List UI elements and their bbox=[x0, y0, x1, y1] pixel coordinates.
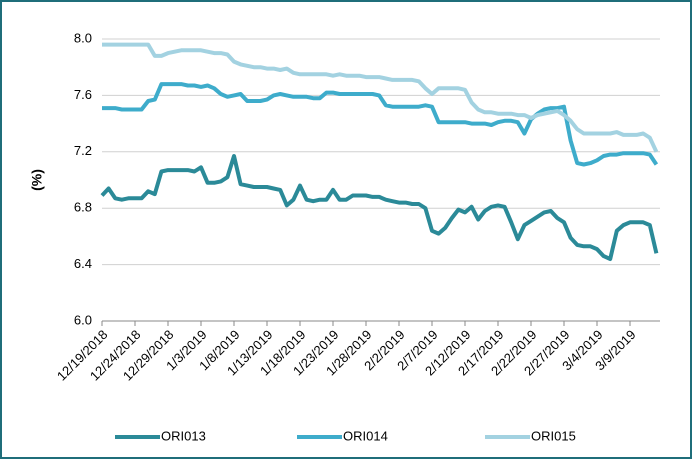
y-tick-label: 6.0 bbox=[74, 312, 92, 327]
y-tick-label: 7.6 bbox=[74, 87, 92, 102]
y-tick-label: 7.2 bbox=[74, 143, 92, 158]
legend-label: ORI015 bbox=[531, 428, 576, 443]
y-tick-label: 6.4 bbox=[74, 256, 92, 271]
line-series bbox=[102, 82, 659, 167]
legend-label: ORI013 bbox=[161, 428, 206, 443]
line-series bbox=[102, 42, 659, 153]
line-series bbox=[100, 154, 659, 261]
y-tick-label: 8.0 bbox=[74, 30, 92, 45]
legend-label: ORI014 bbox=[343, 428, 388, 443]
y-tick-label: 6.8 bbox=[74, 200, 92, 215]
y-axis-label: (%) bbox=[29, 169, 45, 191]
